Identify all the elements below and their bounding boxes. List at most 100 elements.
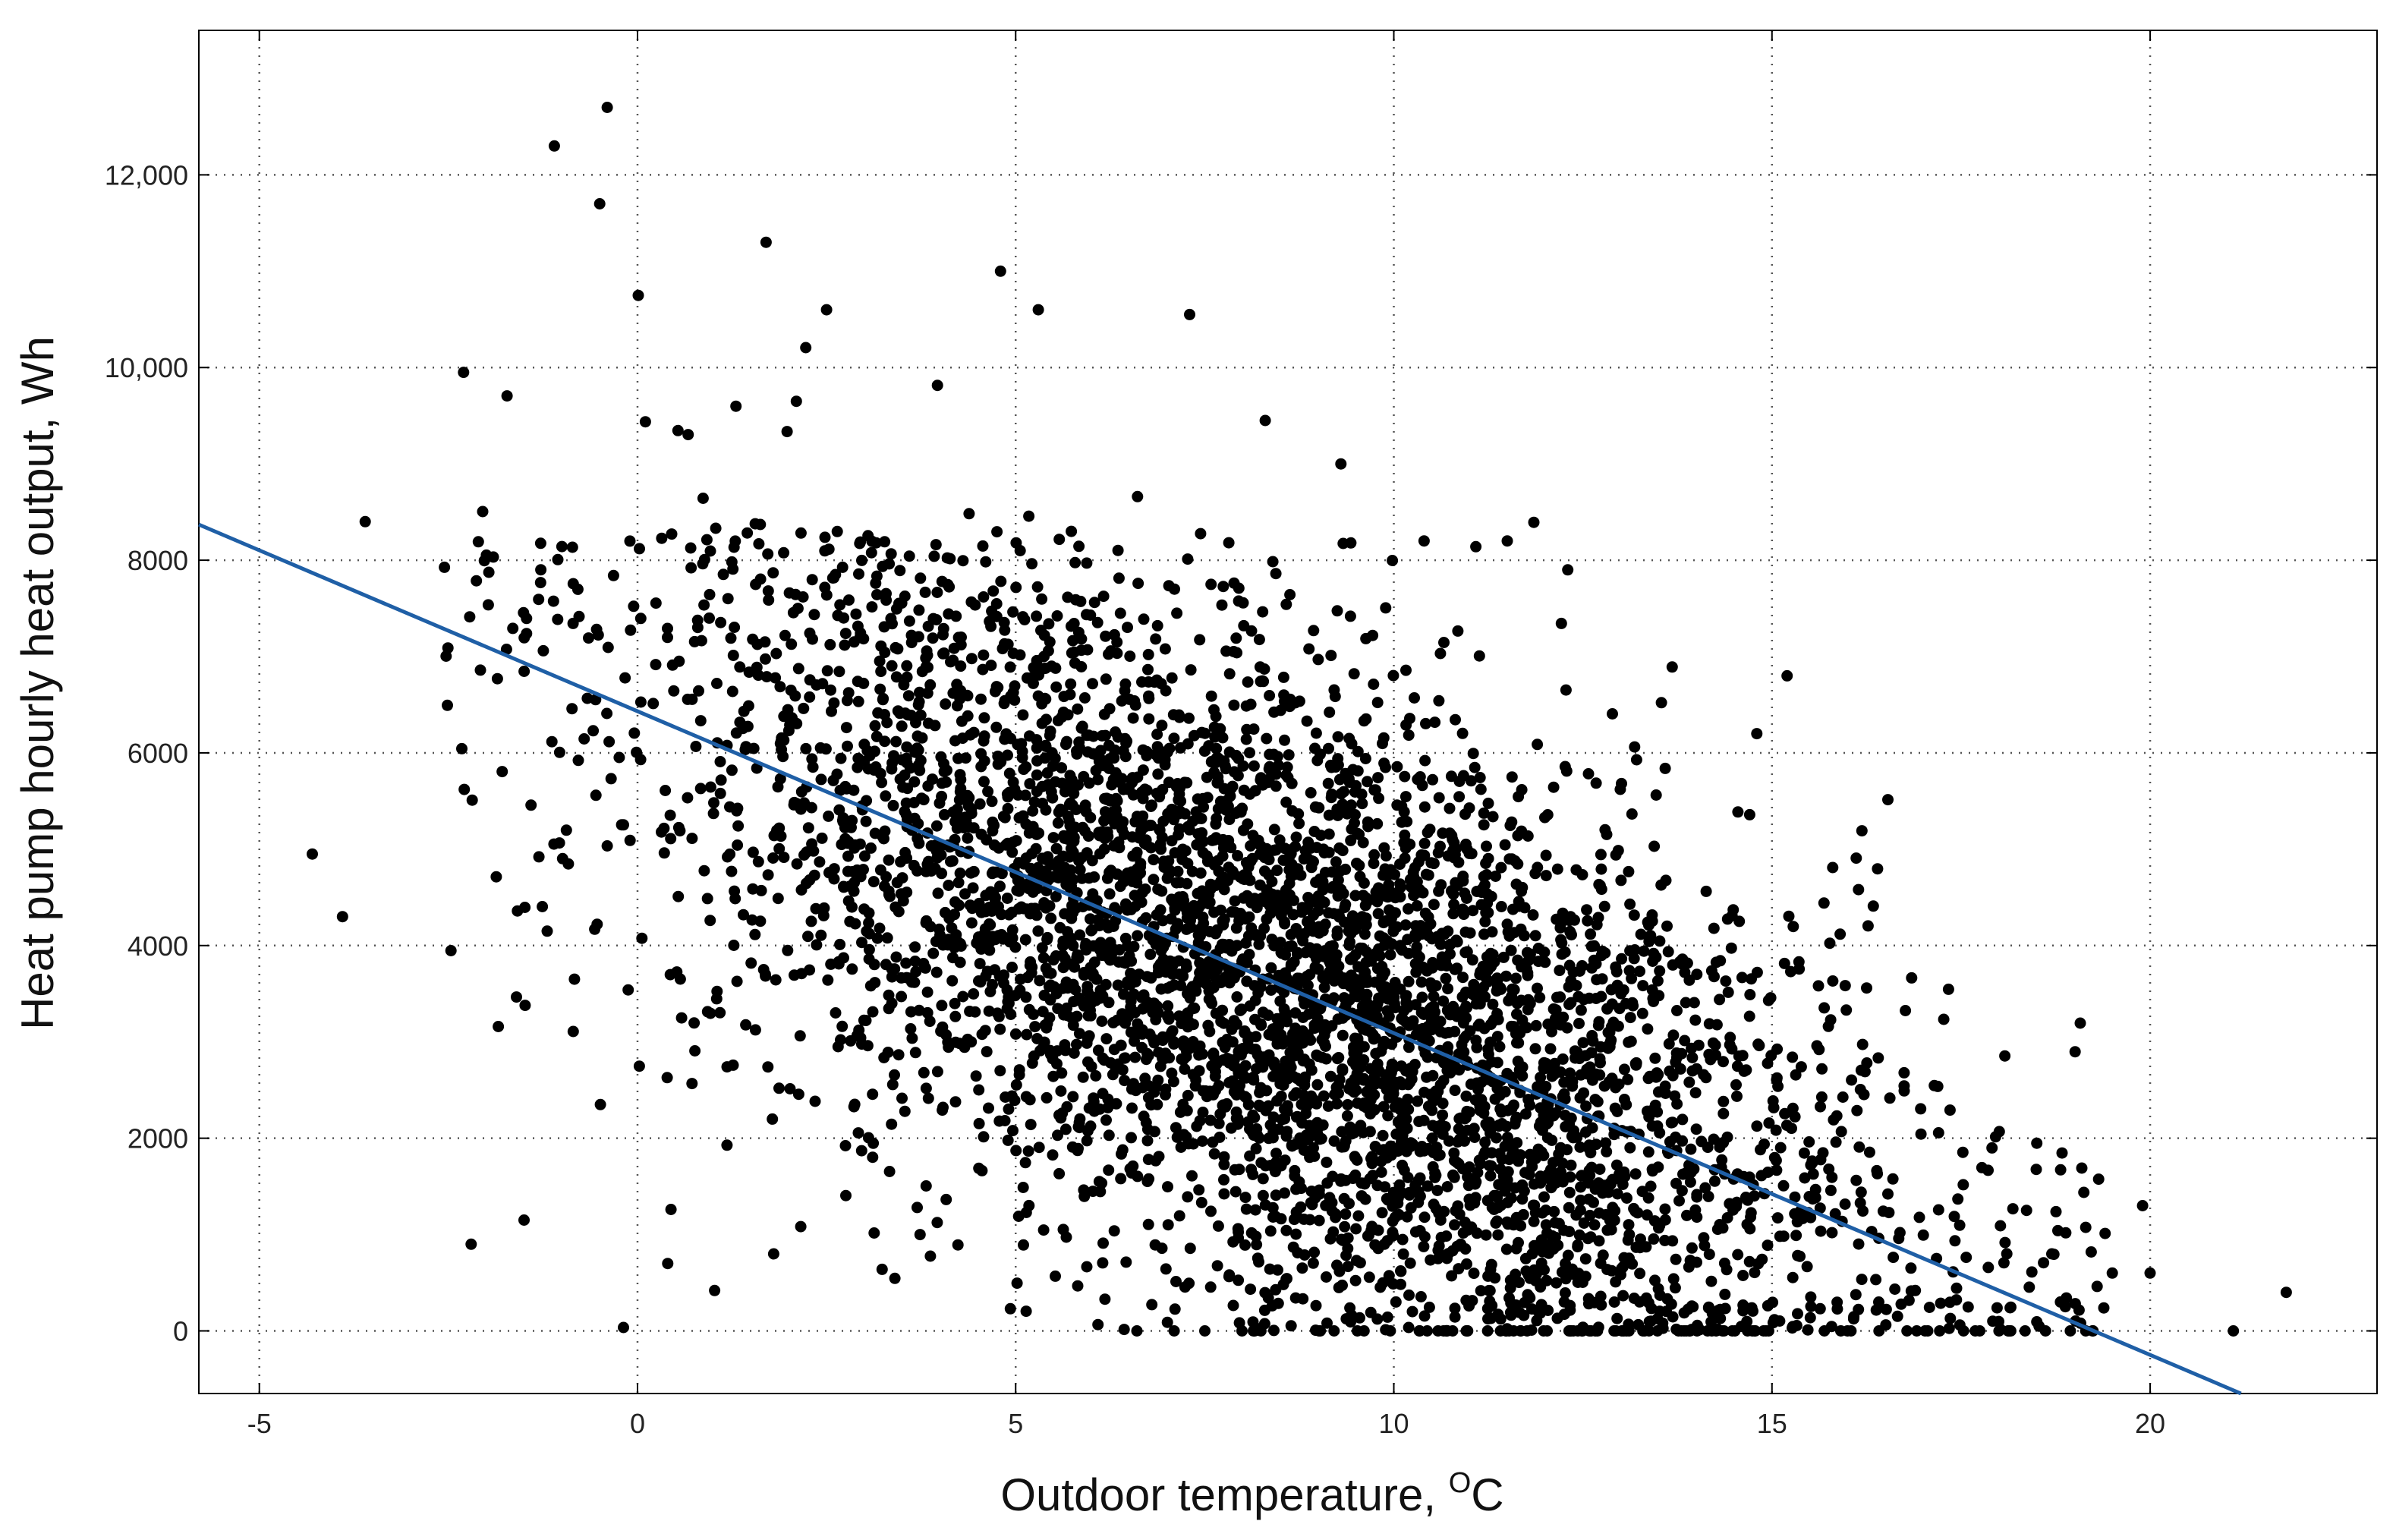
scatter-point bbox=[1584, 1209, 1596, 1221]
scatter-point bbox=[553, 746, 565, 758]
scatter-point bbox=[1103, 1129, 1115, 1142]
scatter-point bbox=[1371, 817, 1384, 830]
scatter-point bbox=[1204, 1114, 1217, 1126]
scatter-point bbox=[1073, 736, 1085, 748]
scatter-point bbox=[1815, 1101, 1826, 1113]
scatter-point bbox=[1851, 1104, 1863, 1116]
scatter-point bbox=[1073, 540, 1085, 553]
scatter-point bbox=[957, 990, 969, 1003]
scatter-point bbox=[1510, 1114, 1522, 1126]
scatter-point bbox=[1667, 1029, 1680, 1041]
scatter-point bbox=[951, 679, 963, 691]
scatter-point bbox=[1721, 1264, 1733, 1276]
scatter-point bbox=[658, 847, 670, 859]
scatter-point bbox=[1718, 1107, 1730, 1120]
scatter-point bbox=[1872, 1052, 1884, 1064]
scatter-point bbox=[783, 587, 795, 599]
scatter-point bbox=[601, 707, 613, 720]
scatter-point bbox=[1378, 842, 1390, 854]
scatter-point bbox=[1324, 965, 1336, 978]
scatter-point bbox=[1426, 981, 1438, 994]
scatter-point bbox=[1221, 795, 1233, 807]
scatter-point bbox=[1414, 1190, 1426, 1202]
scatter-point bbox=[2031, 1137, 2043, 1149]
scatter-point bbox=[1449, 1219, 1460, 1231]
scatter-point bbox=[782, 944, 794, 956]
scatter-point bbox=[1504, 1274, 1516, 1286]
scatter-point bbox=[890, 735, 902, 748]
scatter-point bbox=[1332, 810, 1344, 821]
scatter-point bbox=[1589, 1325, 1601, 1337]
scatter-point bbox=[1232, 806, 1244, 817]
scatter-point bbox=[1233, 1046, 1245, 1057]
scatter-point bbox=[1487, 998, 1499, 1010]
scatter-point bbox=[704, 612, 715, 624]
scatter-point bbox=[1483, 1284, 1495, 1296]
scatter-point bbox=[868, 959, 880, 971]
scatter-point bbox=[1027, 805, 1039, 817]
scatter-point bbox=[1689, 1204, 1702, 1216]
scatter-point bbox=[567, 1025, 579, 1038]
scatter-point bbox=[1506, 1020, 1517, 1032]
scatter-point bbox=[1368, 858, 1380, 869]
scatter-point bbox=[941, 552, 953, 564]
scatter-point bbox=[1104, 703, 1116, 715]
scatter-point bbox=[1342, 1261, 1354, 1273]
scatter-point bbox=[1296, 902, 1308, 914]
scatter-point bbox=[1743, 1010, 1755, 1022]
scatter-point bbox=[1017, 709, 1029, 721]
scatter-point bbox=[1571, 1131, 1583, 1143]
scatter-point bbox=[1217, 915, 1229, 927]
scatter-point bbox=[1954, 1219, 1966, 1231]
scatter-point bbox=[866, 535, 878, 547]
scatter-point bbox=[1637, 980, 1649, 992]
scatter-point bbox=[1671, 1005, 1683, 1016]
scatter-point bbox=[1404, 713, 1415, 725]
scatter-point bbox=[1555, 1166, 1566, 1178]
scatter-point bbox=[1216, 1004, 1228, 1016]
scatter-point bbox=[491, 672, 503, 685]
scatter-point bbox=[650, 659, 662, 671]
scatter-point bbox=[876, 776, 888, 789]
scatter-point bbox=[1719, 1288, 1731, 1300]
scatter-point bbox=[924, 1016, 936, 1028]
scatter-point bbox=[1304, 918, 1316, 930]
scatter-point bbox=[870, 577, 882, 589]
scatter-point bbox=[1021, 1028, 1033, 1041]
scatter-point bbox=[1485, 1170, 1497, 1182]
scatter-point bbox=[1050, 987, 1063, 1000]
scatter-point bbox=[980, 970, 992, 982]
scatter-point bbox=[1016, 745, 1028, 757]
scatter-point bbox=[1595, 849, 1607, 861]
scatter-point bbox=[1526, 1161, 1538, 1173]
scatter-point bbox=[1706, 1325, 1718, 1337]
scatter-point bbox=[1137, 744, 1149, 756]
scatter-point bbox=[1648, 840, 1661, 852]
scatter-point bbox=[952, 936, 964, 948]
scatter-point bbox=[1442, 983, 1454, 995]
scatter-point bbox=[1333, 1052, 1345, 1063]
scatter-point bbox=[925, 840, 937, 852]
scatter-point bbox=[754, 573, 767, 585]
scatter-point bbox=[993, 842, 1005, 854]
scatter-point bbox=[1403, 729, 1415, 742]
scatter-point bbox=[1606, 1264, 1618, 1277]
scatter-point bbox=[1099, 806, 1111, 818]
scatter-point bbox=[537, 901, 549, 912]
scatter-point bbox=[1974, 1325, 1985, 1337]
scatter-point bbox=[1877, 1205, 1889, 1217]
scatter-point bbox=[1151, 729, 1163, 740]
scatter-point bbox=[1178, 1035, 1189, 1047]
scatter-point bbox=[1530, 1019, 1542, 1031]
scatter-point bbox=[1582, 768, 1595, 779]
scatter-point bbox=[1266, 934, 1278, 946]
scatter-point bbox=[1229, 1186, 1242, 1198]
scatter-point bbox=[1673, 1325, 1685, 1337]
scatter-point bbox=[1135, 896, 1148, 909]
scatter-point bbox=[782, 725, 795, 737]
scatter-point bbox=[1154, 824, 1166, 836]
scatter-point bbox=[909, 941, 921, 953]
scatter-point bbox=[883, 558, 896, 570]
scatter-point bbox=[1642, 1146, 1655, 1158]
scatter-point bbox=[1456, 1132, 1468, 1144]
